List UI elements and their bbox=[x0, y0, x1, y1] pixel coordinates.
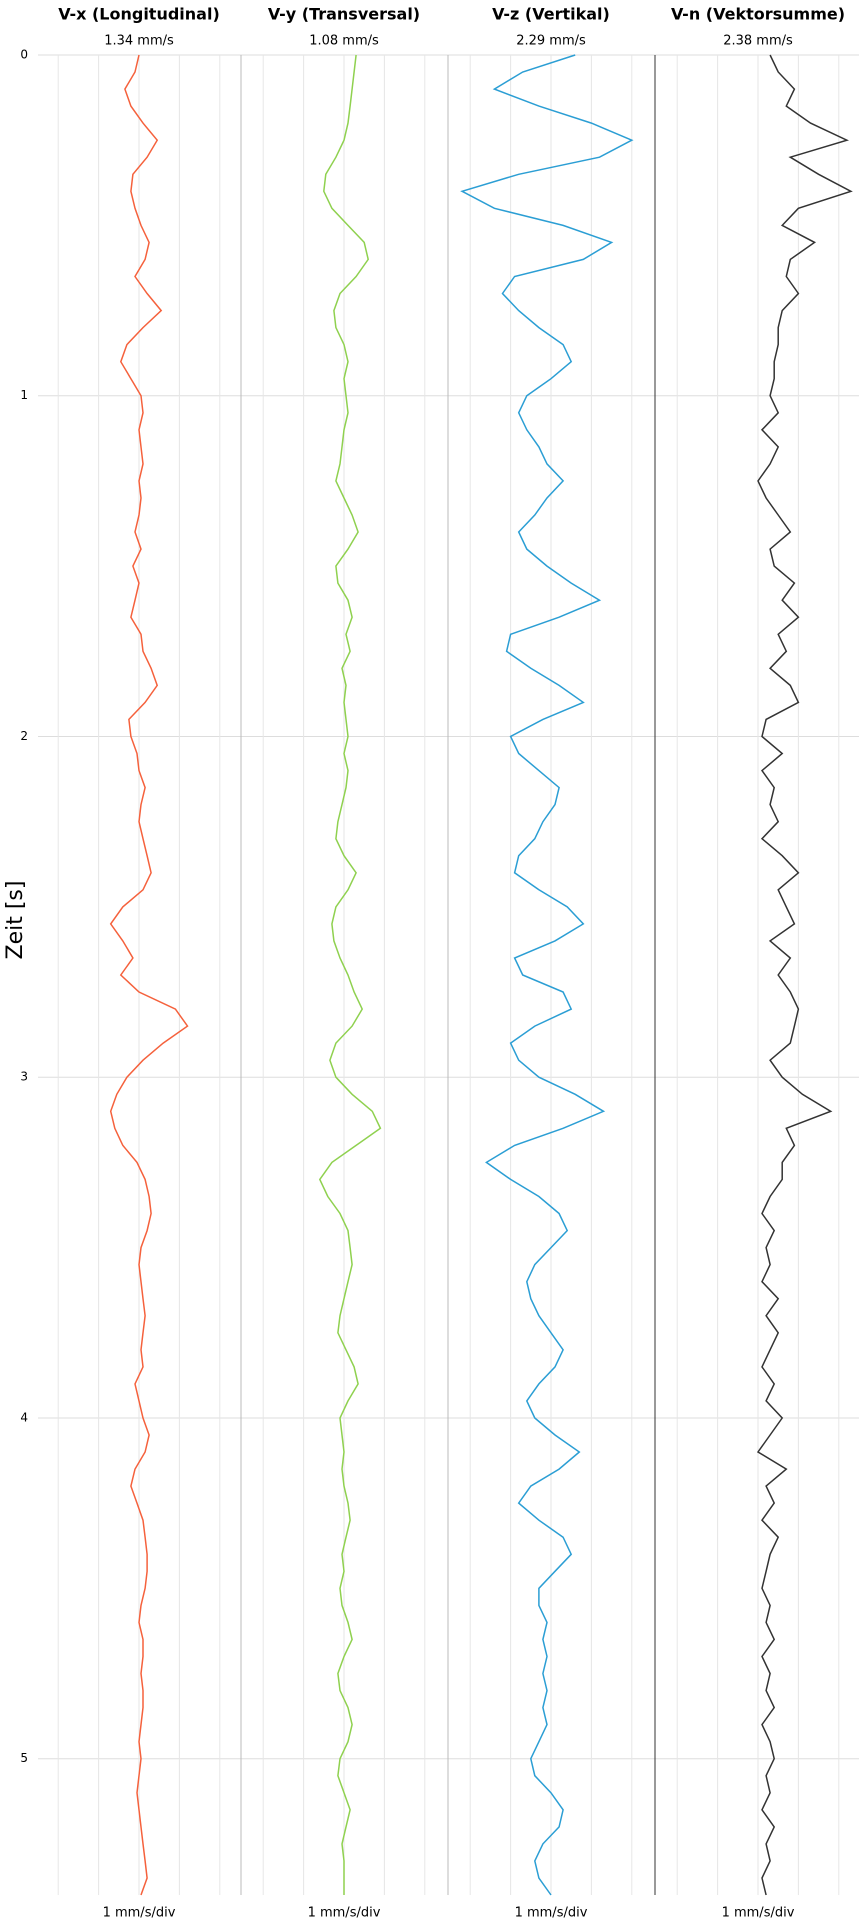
y-tick-label: 4 bbox=[20, 1410, 28, 1424]
panel-title: V-z (Vertikal) bbox=[492, 5, 610, 24]
division-label: 1 mm/s/div bbox=[103, 1906, 176, 1921]
peak-label: 1.08 mm/s bbox=[309, 34, 379, 49]
peak-label: 2.38 mm/s bbox=[723, 34, 793, 49]
panel-title: V-n (Vektorsumme) bbox=[671, 5, 845, 24]
y-tick-label: 3 bbox=[20, 1070, 28, 1084]
peak-label: 1.34 mm/s bbox=[104, 34, 174, 49]
trace bbox=[318, 54, 382, 1895]
trace bbox=[756, 54, 853, 1896]
division-label: 1 mm/s/div bbox=[308, 1906, 381, 1921]
trace bbox=[109, 54, 189, 1896]
panel-title: V-x (Longitudinal) bbox=[58, 5, 220, 24]
y-tick-label: 0 bbox=[20, 48, 28, 62]
peak-label: 2.29 mm/s bbox=[516, 34, 586, 49]
y-axis-label: Zeit [s] bbox=[3, 881, 28, 960]
y-tick-label: 5 bbox=[20, 1751, 28, 1765]
division-label: 1 mm/s/div bbox=[515, 1906, 588, 1921]
y-tick-label: 2 bbox=[20, 729, 28, 743]
y-tick-label: 1 bbox=[20, 388, 28, 402]
division-label: 1 mm/s/div bbox=[722, 1906, 795, 1921]
panel-title: V-y (Transversal) bbox=[268, 5, 420, 24]
trace bbox=[460, 54, 634, 1896]
